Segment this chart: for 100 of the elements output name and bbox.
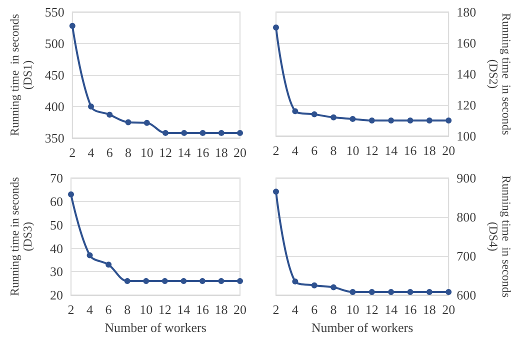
x-tick-label: 18 (214, 302, 228, 318)
x-tick-label: 14 (384, 143, 398, 158)
point (273, 24, 279, 30)
x-tick-label: 16 (404, 302, 418, 318)
point (144, 120, 150, 126)
x-tick-label: 14 (178, 145, 192, 160)
x-tick-label: 14 (384, 302, 398, 318)
y2-axis-title: Running time in seconds (DS4) (486, 176, 514, 298)
point (273, 188, 279, 195)
x-tick-label: 6 (106, 145, 114, 160)
y-axis-title: Running time in seconds (DS3) (8, 176, 34, 296)
point (106, 112, 113, 118)
point (368, 288, 375, 295)
y2-tick-label: 140 (456, 66, 476, 82)
x-tick-label: 2 (69, 145, 76, 160)
x-tick-label: 20 (234, 145, 246, 160)
point (330, 284, 337, 290)
x-tick-label: 4 (292, 302, 299, 318)
y-tick-label: 50 (50, 217, 63, 232)
point (292, 278, 298, 284)
point (162, 130, 169, 136)
y-tick-label: 450 (44, 68, 64, 82)
y2-tick-label: 180 (456, 4, 476, 20)
point (162, 278, 168, 284)
x-tick-label: 18 (422, 143, 436, 158)
point (125, 119, 132, 126)
point (180, 278, 187, 284)
y-tick-label: 70 (50, 170, 63, 186)
x-tick-label: 18 (422, 302, 436, 318)
x-tick-label: 10 (140, 302, 153, 318)
y-tick-label: 60 (50, 194, 63, 209)
y-tick-label: 350 (44, 130, 64, 146)
x-tick-label: 16 (196, 145, 210, 160)
point (311, 111, 318, 118)
point (69, 22, 76, 29)
point (86, 252, 93, 258)
y2-tick-label: 800 (456, 210, 476, 225)
x-tick-label: 8 (330, 302, 337, 318)
point (218, 130, 224, 136)
point (407, 118, 414, 124)
y-tick-label: 20 (50, 288, 63, 303)
x-tick-label: 6 (311, 302, 318, 318)
point (143, 278, 150, 284)
x-tick-label: 4 (88, 145, 95, 160)
point (311, 282, 318, 288)
x-tick-label: 14 (177, 302, 191, 318)
x-tick-label: 10 (346, 143, 360, 158)
point (292, 108, 298, 114)
point (426, 288, 432, 295)
y2-tick-label: 900 (456, 170, 476, 186)
x-tick-label: 12 (158, 302, 172, 318)
y-tick-label: 500 (44, 36, 64, 51)
point (88, 104, 94, 110)
x-tick-label: 2 (272, 302, 280, 318)
point (68, 191, 74, 198)
y-tick-label: 40 (50, 240, 63, 256)
x-tick-label: 20 (442, 143, 456, 158)
point (426, 118, 432, 124)
x-tick-label: 10 (140, 145, 154, 160)
y2-tick-label: 120 (456, 98, 476, 112)
x-tick-label: 8 (330, 143, 337, 158)
x-tick-label: 2 (68, 302, 74, 318)
point (446, 118, 452, 124)
y2-tick-label: 100 (456, 128, 476, 144)
x-axis-title: Number of workers (104, 320, 206, 335)
x-tick-label: 20 (442, 302, 456, 318)
y-tick-label: 550 (44, 4, 64, 20)
point (388, 118, 394, 124)
point (407, 288, 414, 295)
point (124, 278, 130, 284)
y2-tick-label: 600 (456, 288, 476, 303)
point (200, 130, 206, 136)
x-tick-label: 12 (365, 302, 378, 318)
y-axis-title: Running time in seconds (DS1) (8, 14, 34, 136)
x-tick-label: 6 (105, 302, 112, 318)
point (199, 278, 206, 284)
x-tick-label: 18 (214, 145, 228, 160)
y2-axis-title: Running time in seconds (DS2) (486, 13, 514, 136)
x-tick-label: 4 (292, 143, 299, 158)
x-tick-label: 20 (234, 302, 246, 318)
point (350, 288, 356, 295)
x-tick-label: 12 (365, 143, 378, 158)
x-axis-title: Number of workers (311, 320, 414, 335)
point (446, 288, 452, 295)
x-tick-label: 6 (311, 143, 318, 158)
y-tick-label: 400 (44, 99, 64, 114)
x-tick-label: 2 (272, 143, 280, 158)
y2-tick-label: 700 (456, 248, 476, 264)
point (237, 130, 243, 136)
x-tick-label: 4 (86, 302, 94, 318)
y2-tick-label: 160 (456, 36, 476, 50)
point (218, 278, 224, 284)
point (350, 116, 356, 122)
y-tick-label: 30 (50, 264, 63, 280)
x-tick-label: 8 (125, 145, 132, 160)
point (388, 288, 394, 295)
x-tick-label: 16 (404, 143, 418, 158)
point (106, 262, 112, 268)
point (368, 118, 375, 124)
point (330, 114, 337, 120)
